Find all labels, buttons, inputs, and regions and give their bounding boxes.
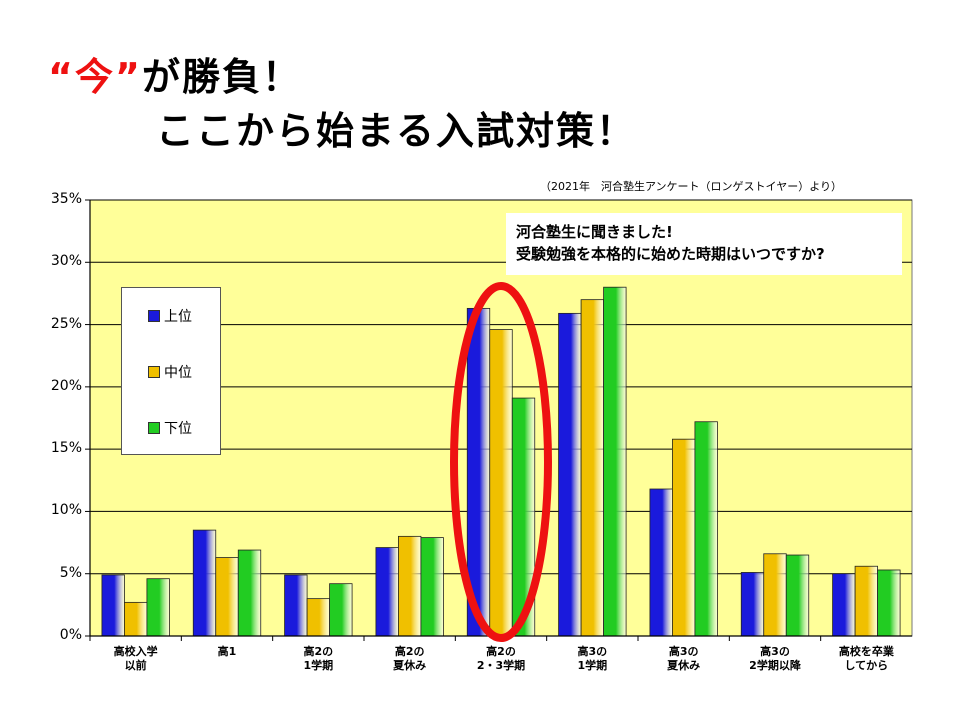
legend-item-upper: 上位 <box>148 306 192 326</box>
y-tick-label: 35% <box>50 191 82 207</box>
y-tick-label: 5% <box>59 564 82 581</box>
bar-上位-3 <box>375 547 399 637</box>
source-note: （2021年 河合塾生アンケート（ロンゲストイヤー）より） <box>540 180 843 193</box>
bar-上位-1 <box>192 529 217 637</box>
legend-swatch-middle <box>148 366 160 378</box>
y-tick-label: 25% <box>50 315 82 332</box>
bar-中位-8 <box>854 565 878 637</box>
question-callout: 河合塾生に聞きました! 受験勉強を本格的に始めた時期はいつですか? <box>506 213 902 275</box>
headline-line2: ここから始まる入試対策！ <box>156 109 637 153</box>
legend-item-lower: 下位 <box>148 418 192 438</box>
x-tick-label: 高2の 夏休み <box>393 645 427 672</box>
bar-上位-2 <box>284 574 308 637</box>
bar-下位-7 <box>785 554 810 637</box>
bar-上位-5 <box>558 312 582 637</box>
bar-中位-5 <box>580 299 604 637</box>
x-tick-label: 高校を卒業 してから <box>838 645 894 672</box>
x-tick-label: 高2の 1学期 <box>303 645 334 672</box>
x-tick-label: 高3の 2学期以降 <box>749 645 801 672</box>
bar-下位-6 <box>694 421 718 637</box>
bar-中位-2 <box>306 598 330 637</box>
bar-下位-1 <box>237 549 262 637</box>
bar-下位-0 <box>146 578 170 637</box>
bar-中位-7 <box>763 553 787 637</box>
legend-label-upper: 上位 <box>164 309 192 325</box>
bar-下位-5 <box>603 286 627 637</box>
legend-label-lower: 下位 <box>164 421 192 437</box>
x-tick-label: 高1 <box>217 645 237 658</box>
x-tick-label: 高校入学 以前 <box>113 645 158 672</box>
callout-line2: 受験勉強を本格的に始めた時期はいつですか? <box>516 245 825 263</box>
callout-line1: 河合塾生に聞きました! <box>516 223 673 241</box>
x-tick-label: 高3の 1学期 <box>577 645 608 672</box>
bar-中位-1 <box>215 557 239 637</box>
y-tick-label: 0% <box>59 627 82 643</box>
y-tick-label: 20% <box>50 377 82 394</box>
bar-上位-0 <box>101 574 125 637</box>
y-tick-label: 15% <box>50 440 82 457</box>
bar-上位-7 <box>740 572 765 637</box>
highlight-ellipse <box>450 282 552 642</box>
legend-label-middle: 中位 <box>164 365 192 381</box>
headline-ima: “今” <box>48 55 142 99</box>
headline-line1: が勝負！ <box>141 55 302 99</box>
bar-中位-0 <box>124 601 148 637</box>
legend: 上位 中位 下位 <box>121 287 221 455</box>
bar-上位-6 <box>649 488 673 637</box>
y-tick-label: 10% <box>50 502 82 519</box>
bar-下位-2 <box>329 583 353 637</box>
bar-下位-8 <box>877 569 901 637</box>
x-tick-label: 高3の 夏休み <box>667 645 701 672</box>
y-tick-label: 30% <box>50 253 82 270</box>
bar-中位-4 <box>489 329 513 637</box>
x-tick-label: 高2の 2・3学期 <box>476 645 526 672</box>
bar-下位-3 <box>420 537 444 637</box>
bar-中位-3 <box>398 535 422 637</box>
headline: “今”が勝負！ ここから始まる入試対策！ <box>48 50 636 158</box>
bar-上位-8 <box>832 573 856 637</box>
legend-swatch-upper <box>148 310 160 322</box>
bar-中位-6 <box>672 438 696 637</box>
legend-item-middle: 中位 <box>148 362 192 382</box>
legend-swatch-lower <box>148 422 160 434</box>
